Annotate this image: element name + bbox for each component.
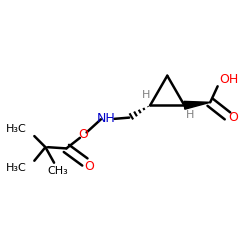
Text: O: O [84,160,94,173]
Text: H: H [186,110,194,120]
Text: H₃C: H₃C [6,163,27,173]
Text: OH: OH [219,73,238,86]
Text: NH: NH [96,112,115,125]
Text: H: H [142,90,150,100]
Text: H₃C: H₃C [6,124,27,134]
Polygon shape [184,101,210,109]
Text: CH₃: CH₃ [48,166,68,176]
Text: O: O [228,111,238,124]
Text: O: O [79,128,88,141]
